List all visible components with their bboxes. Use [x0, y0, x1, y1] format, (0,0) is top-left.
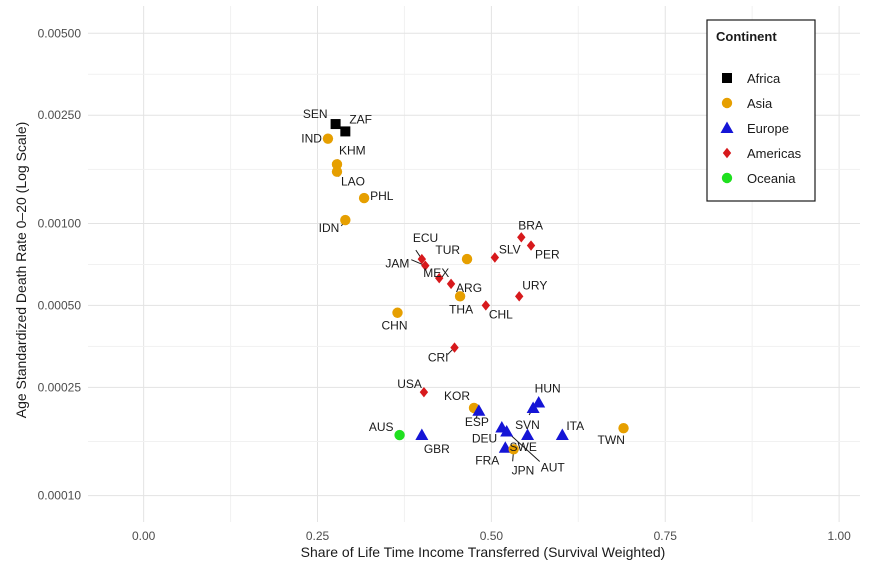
x-tick-label: 0.00: [132, 529, 156, 543]
grid: [88, 6, 860, 522]
point-label-aus: AUS: [369, 420, 394, 434]
point-label-zaf: ZAF: [349, 112, 372, 126]
legend-label-europe: Europe: [747, 121, 789, 136]
legend-title: Continent: [716, 29, 777, 44]
legend-items: Africa Asia Europe Americas Oceania: [720, 71, 802, 186]
data-point-ita: [555, 428, 569, 441]
legend-label-asia: Asia: [747, 96, 773, 111]
y-tick-label: 0.00050: [38, 298, 82, 312]
point-label-ita: ITA: [566, 419, 584, 433]
point-label-chl: CHL: [489, 307, 513, 321]
point-label-idn: IDN: [319, 221, 340, 235]
data-point-sen: [330, 119, 341, 130]
data-point-ecu: [417, 253, 427, 265]
data-point-idn: [340, 214, 351, 226]
x-axis-ticks: 0.00 0.25 0.50 0.75 1.00: [132, 529, 851, 543]
point-label-bra: BRA: [518, 218, 543, 232]
data-point-tha: [454, 291, 466, 302]
legend-marker-europe: [720, 121, 734, 133]
point-label-lao: LAO: [341, 175, 365, 189]
x-tick-label: 0.75: [654, 529, 678, 543]
y-tick-label: 0.00500: [38, 26, 82, 40]
y-tick-label: 0.00250: [38, 108, 82, 122]
data-point-twn: [618, 422, 629, 434]
data-point-esp: [472, 404, 486, 416]
data-point-lao: [331, 166, 343, 177]
data-point-phl: [358, 192, 370, 204]
data-point-bra: [517, 232, 526, 243]
legend: Continent Africa Asia Europe Americas Oceani…: [706, 19, 816, 202]
legend-label-africa: Africa: [747, 71, 781, 86]
legend-box: [706, 19, 816, 202]
point-label-khm: KHM: [339, 143, 366, 157]
data-point-zaf: [340, 126, 351, 137]
y-tick-label: 0.00010: [38, 489, 82, 503]
point-label-arg: ARG: [456, 281, 482, 295]
point-label-esp: ESP: [465, 415, 489, 429]
point-label-gbr: GBR: [424, 442, 450, 456]
point-label-mex: MEX: [423, 266, 449, 280]
x-axis-title: Share of Life Time Income Transferred (S…: [301, 544, 666, 560]
x-tick-label: 0.25: [306, 529, 330, 543]
y-tick-label: 0.00025: [38, 380, 82, 394]
data-point-hun: [532, 395, 546, 408]
point-label-tha: THA: [449, 302, 473, 316]
point-label-aut: AUT: [541, 461, 566, 475]
point-label-chn: CHN: [381, 319, 407, 333]
point-label-twn: TWN: [598, 433, 625, 447]
data-point-chn: [392, 307, 403, 318]
legend-label-americas: Americas: [747, 146, 802, 161]
point-label-slv: SLV: [499, 243, 521, 257]
point-label-kor: KOR: [444, 389, 470, 403]
legend-marker-asia: [721, 97, 733, 109]
data-point-chl: [481, 300, 491, 311]
legend-marker-americas: [722, 147, 732, 159]
data-point-svn: [526, 401, 540, 413]
point-label-per: PER: [535, 248, 560, 262]
point-label-cri: CRI: [428, 351, 449, 365]
data-points: [322, 119, 629, 455]
point-label-sen: SEN: [303, 107, 328, 121]
y-axis-title: Age Standardized Death Rate 0–20 (Log Sc…: [13, 122, 29, 419]
point-label-jam: JAM: [385, 257, 409, 271]
data-point-mex: [435, 272, 444, 284]
point-label-phl: PHL: [370, 189, 394, 203]
data-point-ury: [515, 291, 524, 302]
data-point-gbr: [415, 428, 429, 441]
data-point-per: [526, 240, 536, 251]
legend-marker-africa: [722, 73, 732, 83]
point-label-deu: DEU: [472, 431, 497, 445]
point-label-hun: HUN: [535, 381, 561, 395]
point-label-swe: SWE: [510, 440, 537, 454]
x-tick-label: 1.00: [827, 529, 851, 543]
x-tick-label: 0.50: [480, 529, 504, 543]
data-point-arg: [446, 278, 456, 290]
data-point-tur: [461, 253, 473, 265]
data-point-jam: [421, 260, 430, 271]
point-label-jpn: JPN: [512, 463, 535, 477]
legend-label-oceania: Oceania: [747, 171, 796, 186]
data-point-aus: [394, 429, 405, 441]
data-point-khm: [331, 159, 343, 170]
point-label-ind: IND: [301, 132, 322, 146]
point-label-usa: USA: [397, 377, 422, 391]
point-label-ury: URY: [522, 278, 547, 292]
legend-marker-oceania: [721, 172, 733, 184]
point-label-fra: FRA: [475, 454, 499, 468]
y-tick-label: 0.00100: [38, 217, 82, 231]
data-point-aut: [500, 425, 514, 437]
data-point-cri: [450, 342, 459, 353]
point-label-tur: TUR: [435, 243, 460, 257]
point-label-ecu: ECU: [413, 231, 438, 245]
y-axis-ticks: 0.00500 0.00250 0.00100 0.00050 0.00025 0.000…: [38, 26, 82, 502]
data-point-jpn: [508, 444, 519, 455]
point-label-svn: SVN: [515, 418, 540, 432]
data-point-ind: [322, 133, 334, 144]
data-point-swe: [521, 428, 535, 441]
data-point-usa: [419, 386, 429, 398]
data-point-slv: [490, 252, 500, 263]
